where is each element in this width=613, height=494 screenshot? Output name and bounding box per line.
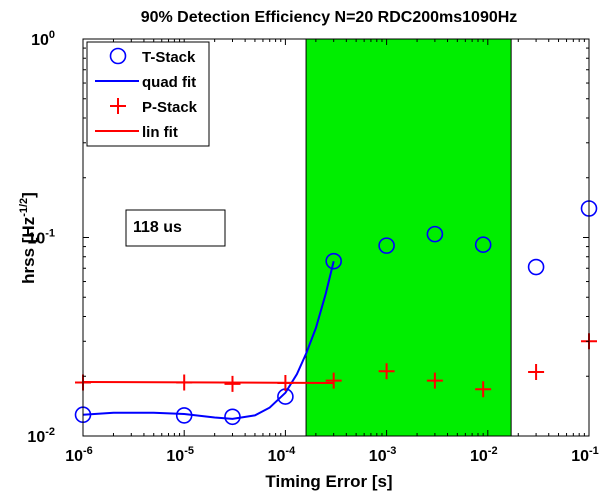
x-tick-label-exponent: -4 <box>285 445 296 457</box>
x-tick-label-base: 10 <box>470 448 488 465</box>
x-tick-label: 10-1 <box>571 445 599 465</box>
legend-quad-fit-label: quad fit <box>142 74 196 91</box>
p-stack-point <box>528 364 545 381</box>
y-tick-label-exponent: -2 <box>45 426 55 438</box>
quad-fit-line <box>82 260 335 420</box>
x-tick-label-exponent: -2 <box>488 445 498 457</box>
y-tick-label: 10-1 <box>27 228 55 248</box>
y-axis-label: hrss [Hz-1/2] <box>18 192 38 284</box>
legend-box <box>86 41 210 147</box>
p-stack-point <box>176 374 193 391</box>
y-tick-label-base: 10 <box>31 32 49 49</box>
legend-p-stack-marker <box>110 98 126 114</box>
annotation: 118 us <box>125 209 226 247</box>
x-tick-label-base: 10 <box>166 448 184 465</box>
y-tick-label-base: 10 <box>27 231 45 248</box>
x-tick-label: 10-2 <box>470 445 498 465</box>
shaded-region <box>306 39 512 436</box>
x-tick-label-exponent: -1 <box>589 445 599 457</box>
annotation-text: 118 us <box>133 219 182 236</box>
x-tick-label: 10-6 <box>65 445 93 465</box>
p-stack-point <box>224 375 241 392</box>
y-tick-label-exponent: 0 <box>49 29 55 41</box>
legend-lin-fit-label: lin fit <box>142 124 178 141</box>
y-tick-label-base: 10 <box>27 429 45 446</box>
x-tick-label-exponent: -6 <box>83 445 93 457</box>
y-tick-label-exponent: -1 <box>45 228 55 240</box>
x-tick-label-exponent: -3 <box>387 445 397 457</box>
x-tick-label-base: 10 <box>268 448 286 465</box>
t-stack-point <box>378 237 395 254</box>
y-tick-label: 10-2 <box>27 426 55 446</box>
lin-fit-line <box>82 381 334 384</box>
x-tick-label-base: 10 <box>65 448 83 465</box>
legend-p-stack-label: P-Stack <box>142 99 198 116</box>
x-tick-label: 10-4 <box>268 445 296 465</box>
p-stack-point <box>378 363 395 380</box>
p-stack-point <box>426 372 443 389</box>
y-axis-label-end: ] <box>19 192 38 198</box>
annotation-box <box>125 209 226 247</box>
chart-title: 90% Detection Efficiency N=20 RDC200ms10… <box>141 9 518 26</box>
y-tick-label: 100 <box>31 29 55 49</box>
t-stack-point <box>224 408 241 426</box>
p-stack-point <box>325 372 342 389</box>
x-tick-label-base: 10 <box>369 448 387 465</box>
legend: T-Stack quad fit P-Stack lin fit <box>86 41 210 147</box>
y-axis-label-exponent: -1/2 <box>18 198 30 217</box>
legend-t-stack-marker <box>109 47 127 65</box>
x-tick-label: 10-3 <box>369 445 397 465</box>
t-stack-point <box>175 407 193 424</box>
x-tick-label-exponent: -5 <box>184 445 194 457</box>
p-stack-point <box>475 381 492 398</box>
x-tick-label: 10-5 <box>166 445 194 465</box>
y-axis-label-main: hrss [Hz <box>19 217 38 284</box>
x-axis-label: Timing Error [s] <box>265 472 392 491</box>
t-stack-point <box>426 225 444 243</box>
p-stack-point <box>277 374 294 391</box>
t-stack-point <box>325 252 342 270</box>
x-tick-label-base: 10 <box>571 448 589 465</box>
t-stack-point <box>474 236 492 253</box>
legend-t-stack-label: T-Stack <box>142 49 196 66</box>
t-stack-point <box>527 258 545 276</box>
